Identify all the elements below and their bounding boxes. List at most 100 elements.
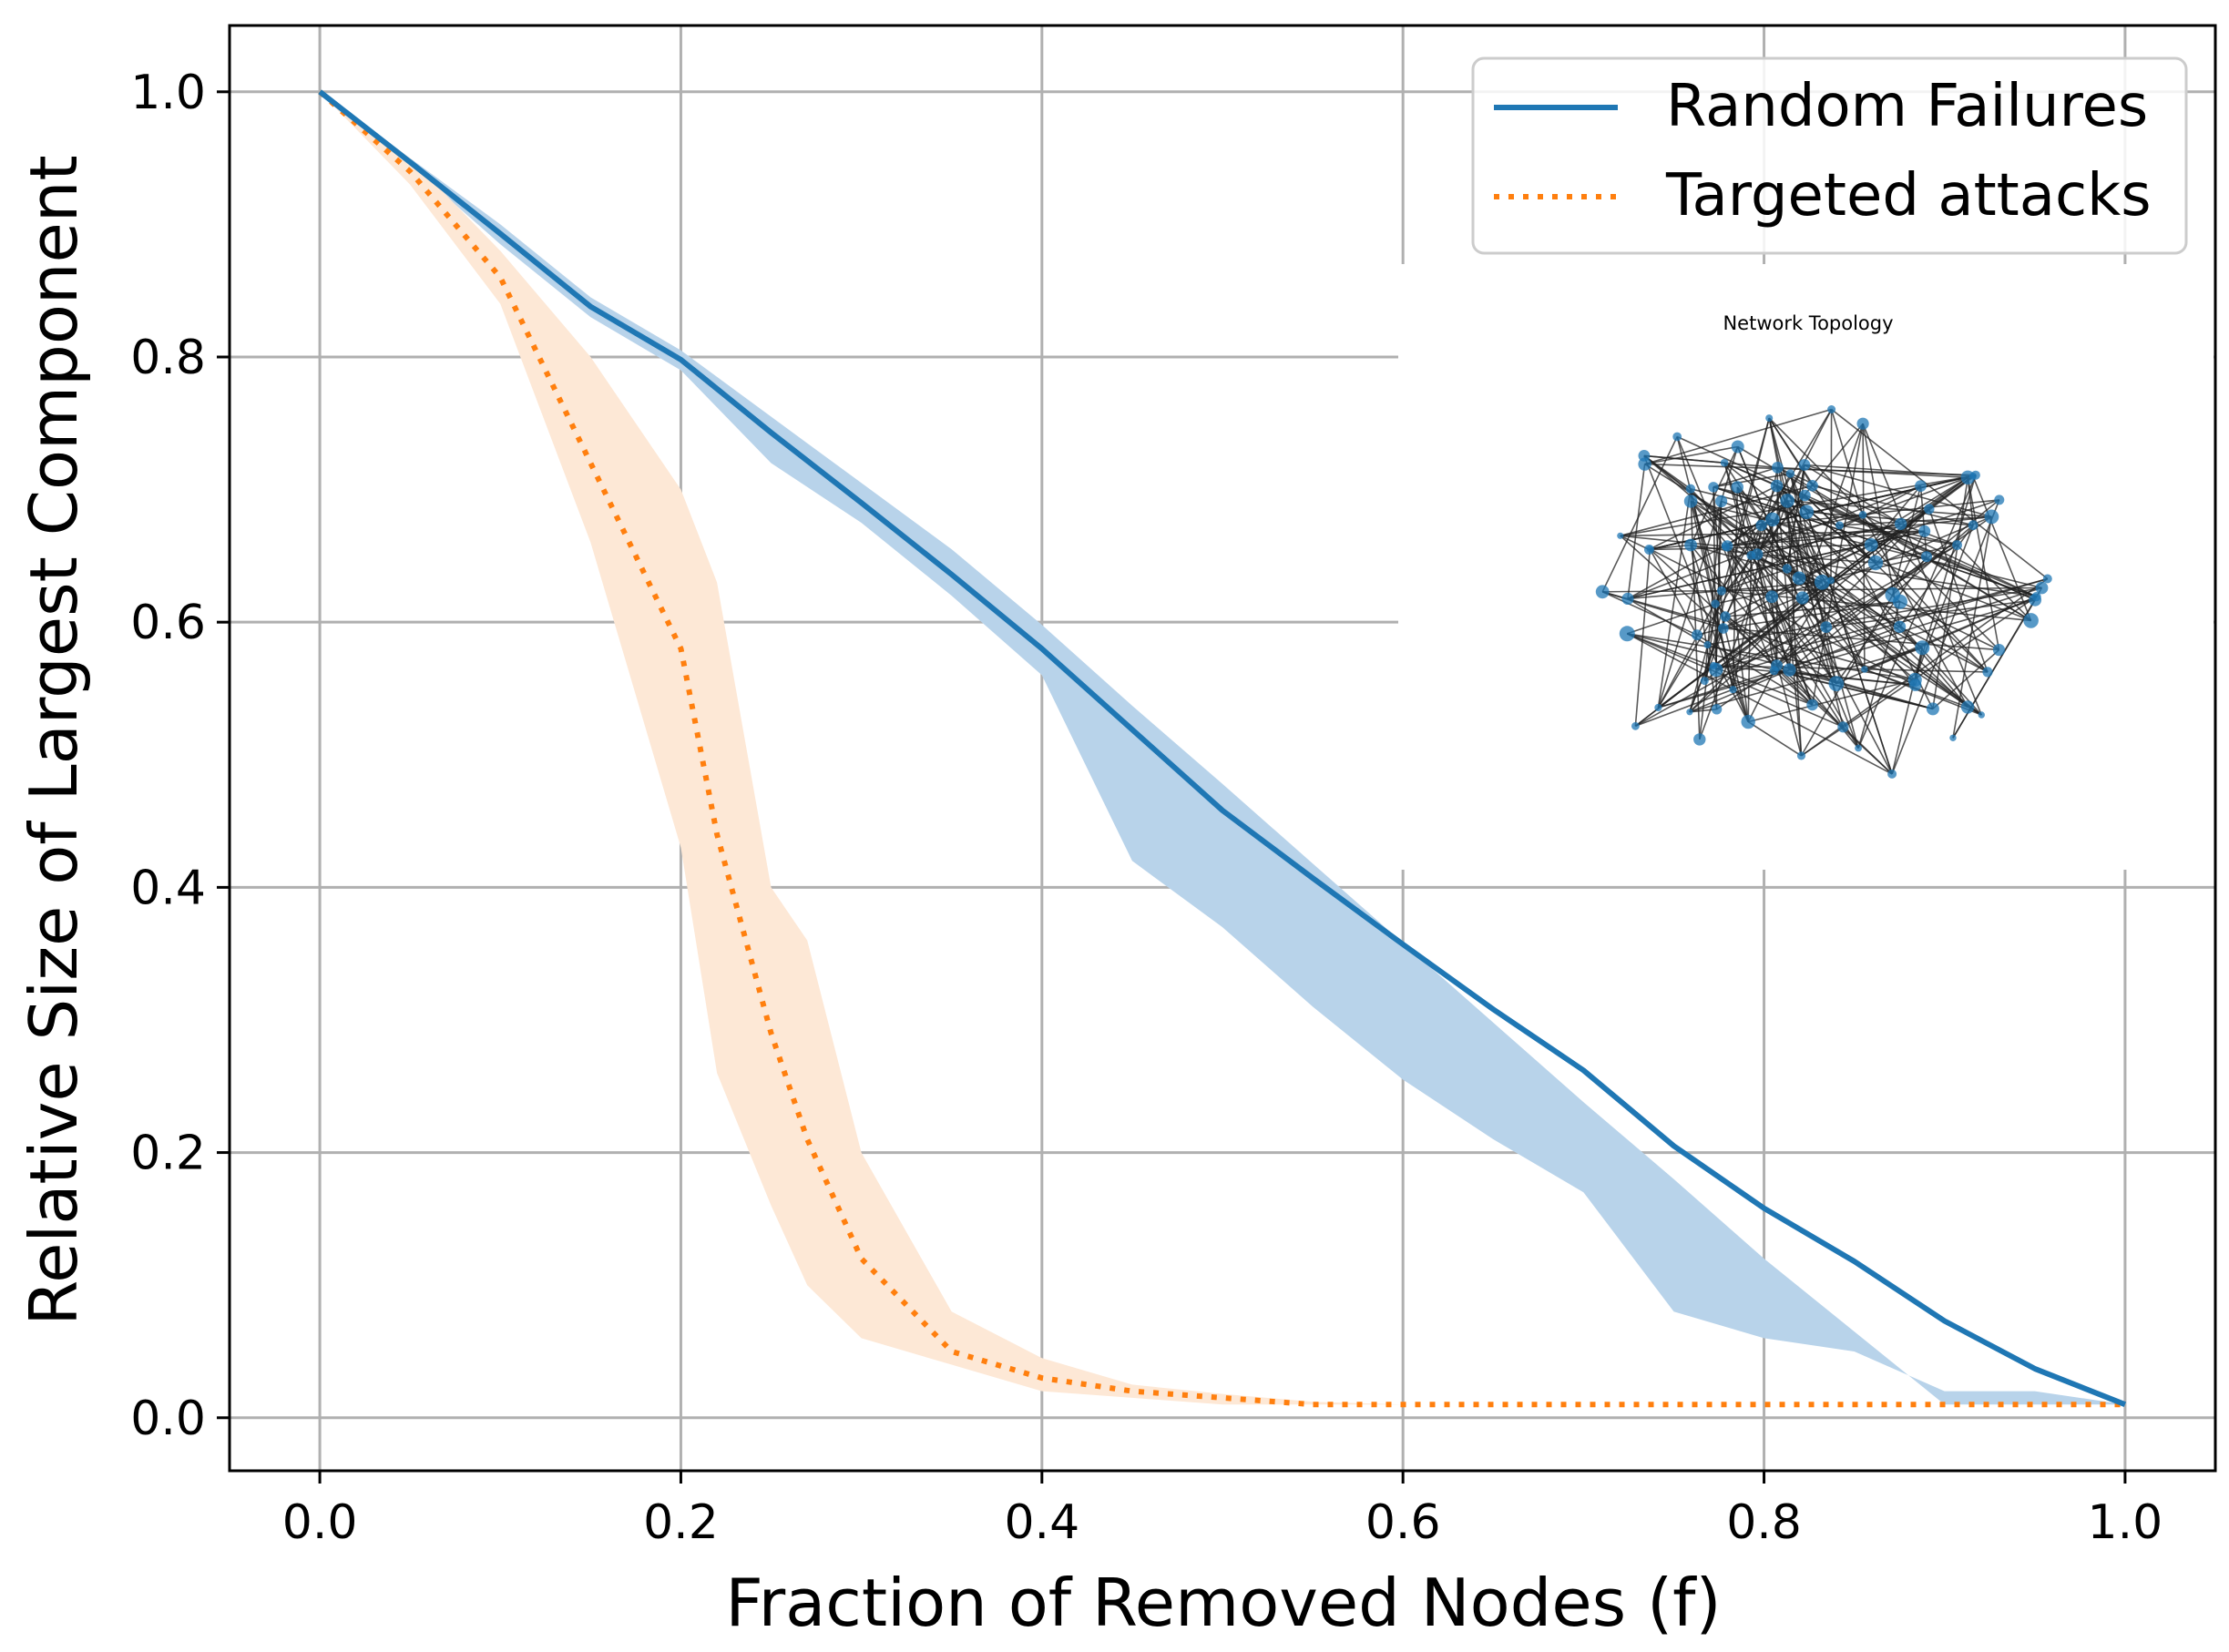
inset-node	[1828, 676, 1845, 691]
inset-edge	[1713, 486, 1724, 629]
inset-edge	[1690, 545, 1718, 709]
y-axis-ticks: 0.0 0.2 0.4 0.6 0.8 1.0	[130, 66, 230, 1446]
inset-edge	[1649, 484, 1777, 550]
inset-edge	[1757, 553, 1876, 564]
inset-edge	[1690, 488, 1701, 739]
inset-edge	[1627, 518, 1774, 600]
confidence-bands	[320, 91, 2125, 1405]
inset-node	[1683, 495, 1698, 508]
inset-edge	[1658, 599, 2036, 709]
inset-node	[1769, 666, 1779, 676]
y-axis-label: Relative Size of Largest Component	[15, 155, 92, 1325]
inset-node	[1994, 495, 2005, 505]
inset-edge	[1864, 647, 1923, 670]
inset-node	[1751, 548, 1764, 560]
inset-edge	[1727, 530, 1925, 547]
inset-node	[1741, 714, 1755, 729]
inset-edge	[1870, 544, 1989, 673]
inset-edge	[1775, 485, 1803, 756]
inset-edge	[1774, 669, 1934, 710]
inset-edge	[1620, 484, 1813, 537]
x-tick-label-4: 0.8	[1726, 1495, 1802, 1550]
inset-node	[1814, 574, 1830, 590]
inset-edge	[1601, 436, 1678, 593]
inset-edge	[1806, 511, 1974, 526]
inset-edge	[1736, 486, 1791, 670]
inset-node	[1924, 504, 1935, 515]
inset-edge	[1768, 417, 1814, 486]
inset-node	[1765, 414, 1774, 423]
band-series-0	[320, 91, 2125, 1405]
inset-edge	[1723, 462, 1803, 757]
inset-edge	[1627, 484, 1921, 600]
inset-edge	[1919, 485, 1927, 557]
inset-node	[1716, 586, 1726, 596]
inset-edge	[1690, 545, 1749, 722]
inset-node	[1798, 459, 1811, 471]
inset-node	[1621, 592, 1634, 606]
inset-edge	[1601, 591, 1698, 636]
x-tick-label-5: 1.0	[2088, 1495, 2163, 1550]
inset-node	[1960, 470, 1975, 484]
network-topology-inset: Network Topology	[1398, 264, 2214, 870]
inset-edge	[1892, 530, 1926, 596]
inset-node	[2035, 581, 2049, 595]
inset-edge	[1857, 474, 1977, 749]
inset-edge	[1714, 485, 1778, 605]
inset-node	[1820, 621, 1833, 633]
inset-edge	[1870, 485, 1922, 546]
inset-node	[1892, 594, 1907, 609]
inset-node	[1858, 511, 1867, 519]
inset-edge	[1723, 600, 1901, 629]
inset-edge	[1643, 454, 1725, 464]
inset-node	[1782, 564, 1793, 574]
inset-node	[1708, 482, 1719, 493]
legend: Random Failures Targeted attacks	[1471, 56, 2188, 255]
inset-edge	[1627, 603, 1716, 635]
inset-edge	[1715, 501, 1723, 670]
inset-node	[1718, 623, 1729, 634]
inset-node	[1926, 702, 1939, 716]
x-tick-label-2: 0.4	[1004, 1495, 1079, 1550]
inset-node	[1918, 525, 1931, 537]
inset-edge	[1703, 501, 1723, 681]
inset-node	[1631, 721, 1640, 730]
inset-node	[1864, 538, 1878, 552]
inset-edge	[1952, 599, 2036, 739]
inset-node	[1952, 540, 1963, 550]
inset-edge	[1750, 555, 1837, 685]
inset-node	[1984, 509, 1999, 525]
inset-edge	[1756, 523, 1901, 556]
inset-node	[1703, 640, 1712, 649]
inset-node	[1692, 629, 1702, 641]
inset-edge	[1756, 554, 1775, 671]
inset-edge	[1789, 473, 1837, 684]
inset-node	[1685, 484, 1696, 494]
inset-node	[1968, 520, 1978, 531]
inset-edge	[1967, 477, 2000, 650]
inset-node	[1855, 744, 1862, 752]
inset-edge	[1761, 525, 1989, 673]
inset-node	[1921, 551, 1932, 563]
inset-node	[1617, 532, 1624, 539]
inset-edge	[1689, 508, 1930, 713]
inset-node	[1893, 620, 1907, 633]
inset-node	[1780, 494, 1794, 508]
inset-node	[1795, 591, 1809, 605]
inset-node	[1731, 440, 1744, 454]
inset-node	[1982, 667, 1993, 678]
inset-edge	[1721, 409, 1833, 592]
inset-edge	[1627, 464, 1646, 599]
inset-node	[2023, 613, 2039, 628]
y-tick-label-2: 0.4	[130, 861, 206, 915]
inset-edge	[1932, 477, 1969, 709]
inset-title: Network Topology	[1723, 312, 1893, 334]
line-series-1	[318, 89, 2125, 1408]
inset-nodes	[1595, 405, 2052, 779]
inset-node	[1755, 519, 1767, 532]
inset-edge	[1649, 548, 1698, 636]
inset-edge	[1830, 409, 1864, 515]
inset-edge	[1967, 477, 1974, 525]
inset-node	[1709, 662, 1723, 678]
